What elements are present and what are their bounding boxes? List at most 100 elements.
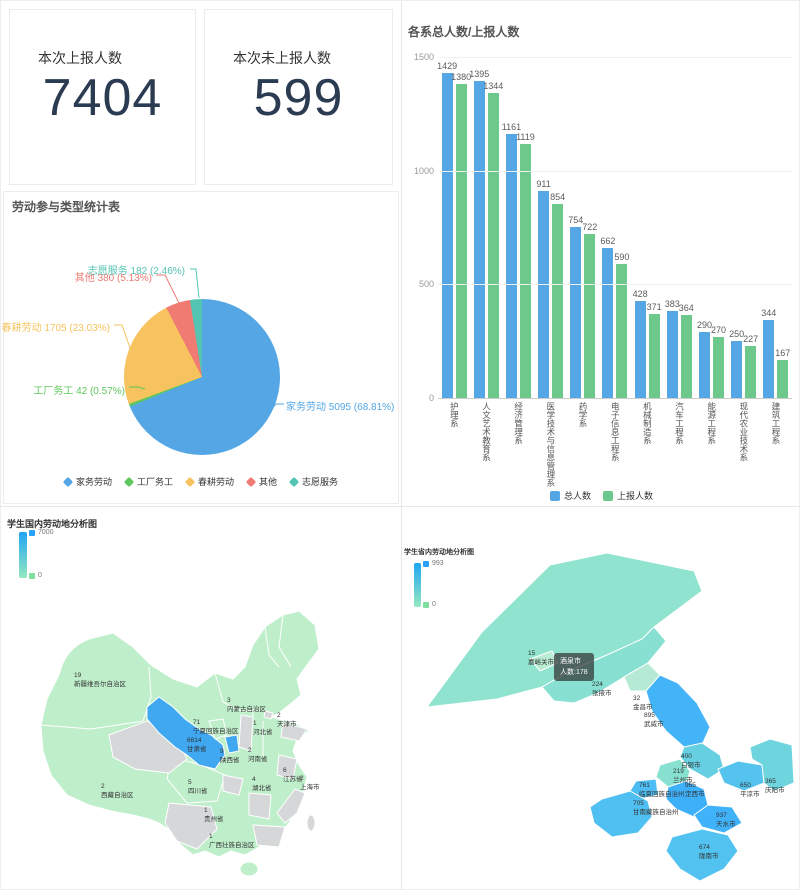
bar-上报人数[interactable]	[680, 315, 692, 398]
bar-总人数[interactable]	[666, 310, 678, 398]
tianshui-region[interactable]	[693, 804, 743, 834]
bar-column: 1380	[451, 57, 471, 398]
x-axis-category-label: 建筑工程系	[771, 402, 782, 445]
bar-value-label: 270	[710, 324, 726, 335]
stat-label-reported: 本次上报人数	[38, 50, 122, 66]
bar-value-label: 1344	[483, 80, 504, 91]
bar-总人数[interactable]	[731, 341, 743, 398]
bar-上报人数[interactable]	[455, 84, 467, 398]
ningxia-region[interactable]	[208, 718, 228, 740]
bar-总人数[interactable]	[570, 226, 582, 398]
bar-group: 1395 1344	[469, 57, 504, 398]
pie-slice-label: 其他 380 (5.13%)	[74, 273, 152, 284]
legend-marker-icon	[245, 476, 257, 487]
bar-column: 290	[697, 57, 712, 398]
bar-总人数[interactable]	[538, 190, 550, 398]
bar-column: 344	[761, 57, 776, 398]
bar-上报人数[interactable]	[519, 143, 531, 398]
bar-上报人数[interactable]	[745, 346, 757, 398]
pingliang-region[interactable]	[717, 760, 765, 792]
bar-上报人数[interactable]	[616, 263, 628, 398]
china-map[interactable]	[1, 507, 401, 890]
tooltip-region-value: 人数:178	[560, 669, 588, 677]
bar-column: 364	[679, 57, 694, 398]
bar-column: 167	[775, 57, 791, 398]
bar-总人数[interactable]	[441, 73, 453, 398]
x-axis-category-label: 能源工程系	[706, 402, 717, 445]
legend-marker-icon	[549, 490, 560, 501]
x-axis-category-label: 电子信息工程系	[610, 402, 621, 462]
bar-chart-title: 各系总人数/上报人数	[408, 25, 520, 39]
qingyang-region[interactable]	[749, 738, 795, 792]
pie-chart[interactable]	[124, 299, 280, 455]
visualmap-min-label: 0	[38, 572, 42, 579]
pie-legend-item[interactable]: 工厂务工	[123, 475, 173, 488]
gridline	[438, 170, 792, 172]
bar-value-label: 167	[775, 348, 791, 358]
bar-value-label: 227	[743, 334, 759, 345]
nodata-provinces[interactable]	[108, 710, 316, 850]
bar-总人数[interactable]	[505, 134, 517, 398]
bar-value-label: 250	[729, 329, 745, 340]
map-tooltip: 酒泉市 人数:178	[554, 653, 594, 682]
gansu-region-highlight[interactable]	[146, 696, 226, 770]
bar-column: 590	[614, 57, 629, 398]
gansu-map[interactable]	[402, 507, 800, 890]
linxia-region[interactable]	[629, 778, 659, 800]
longnan-region[interactable]	[665, 828, 739, 882]
pie-legend-item[interactable]: 家务劳动	[62, 475, 112, 488]
bar-value-label: 854	[550, 191, 566, 202]
legend-marker-icon	[62, 476, 74, 487]
bar-column: 227	[743, 57, 759, 398]
pie-slice-label: 工厂务工 42 (0.57%)	[33, 386, 125, 397]
visualmap-min-handle[interactable]	[423, 602, 429, 608]
bar-总人数[interactable]	[634, 300, 646, 398]
bar-plot-area: 1429 1380 1395 1344 1161 1119 911 854 754 722 662 5…	[414, 52, 792, 403]
bar-column: 662	[600, 57, 615, 398]
tooltip-region-name: 酒泉市	[560, 658, 581, 665]
bar-上报人数[interactable]	[552, 203, 564, 398]
pie-chart-title: 劳动参与类型统计表	[12, 200, 121, 214]
bar-column: 250	[729, 57, 745, 398]
x-axis-category-label: 医学技术与信息管理系	[545, 402, 556, 487]
wuwei-region[interactable]	[645, 674, 711, 748]
bar-上报人数[interactable]	[712, 336, 724, 398]
stat-card-unreported: 本次未上报人数 599	[204, 9, 393, 185]
bar-legend-item[interactable]: 总人数	[549, 489, 591, 502]
pie-legend-item[interactable]: 其他	[245, 475, 277, 488]
bar-legend-item[interactable]: 上报人数	[603, 489, 653, 502]
bar-value-label: 754	[568, 214, 584, 225]
bar-上报人数[interactable]	[648, 313, 660, 398]
baiyin-region[interactable]	[679, 742, 725, 780]
bar-value-label: 1429	[437, 61, 458, 72]
visualmap-max-handle[interactable]	[423, 561, 429, 567]
bar-value-label: 911	[536, 178, 551, 189]
zhangye-region[interactable]	[541, 626, 667, 704]
bar-group: 911 854	[536, 57, 566, 398]
y-axis-tick-label: 1000	[413, 165, 434, 176]
x-axis-category-label: 药学系	[578, 402, 589, 428]
hainan-region[interactable]	[239, 861, 259, 877]
gansu-east-lobe[interactable]	[224, 734, 240, 754]
bar-group: 344 167	[761, 57, 791, 398]
visualmap-max-handle[interactable]	[29, 530, 35, 536]
bar-总人数[interactable]	[763, 319, 775, 398]
visualmap-min-handle[interactable]	[29, 573, 35, 579]
gannan-region[interactable]	[589, 790, 653, 838]
bar-groups: 1429 1380 1395 1344 1161 1119 911 854 754 722 662 5…	[437, 57, 792, 398]
bar-上报人数[interactable]	[487, 92, 499, 398]
bar-总人数[interactable]	[602, 247, 614, 398]
bar-总人数[interactable]	[473, 80, 485, 398]
pie-legend-item[interactable]: 春耕劳动	[184, 475, 234, 488]
bar-value-label: 1161	[501, 122, 522, 133]
bar-group: 250 227	[729, 57, 759, 398]
pie-legend-item[interactable]: 志愿服务	[288, 475, 338, 488]
bar-column: 383	[665, 57, 680, 398]
bar-总人数[interactable]	[698, 332, 710, 398]
bar-上报人数[interactable]	[584, 233, 596, 398]
x-axis-category-label: 经济管理系	[513, 402, 524, 445]
bar-value-label: 1380	[451, 72, 472, 83]
legend-marker-icon	[184, 476, 196, 487]
bar-上报人数[interactable]	[777, 360, 789, 398]
